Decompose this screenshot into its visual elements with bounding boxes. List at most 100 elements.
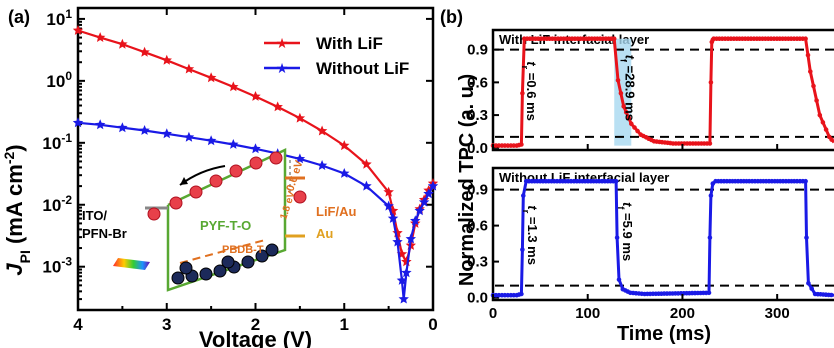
tpc-point-with-lif (786, 36, 791, 42)
tpc-point-with-lif (550, 36, 555, 42)
panel-a-ytick-label: 10-3 (42, 255, 72, 277)
tpc-point-without-lif (749, 178, 755, 184)
tpc-point-without-lif (616, 277, 622, 282)
fall-time-label-with-lif: tf =28.9 ms (619, 55, 638, 121)
tpc-point-with-lif (654, 139, 660, 144)
panel-b-xtick-label: 0 (489, 305, 497, 322)
panel-a-ylabel: JPI (mA cm-2) (1, 144, 33, 275)
tpc-point-with-lif (780, 36, 785, 42)
tpc-point-without-lif (642, 291, 647, 297)
tpc-point-without-lif (661, 291, 667, 296)
tpc-point-without-lif (707, 235, 713, 240)
tpc-point-with-lif (682, 141, 687, 146)
tpc-point-without-lif (650, 291, 656, 297)
tpc-point-without-lif (701, 290, 706, 296)
tpc-point-with-lif (567, 36, 572, 42)
inset-label-pbdb-t: PBDB-T (222, 244, 264, 256)
panel-a-ytick-label: 100 (46, 69, 72, 91)
tpc-point-with-lif (533, 36, 538, 42)
tpc-point-with-lif (527, 36, 533, 42)
tpc-point-with-lif (603, 36, 609, 42)
data-point-with-lif (183, 63, 195, 74)
tpc-point-without-lif (540, 178, 546, 184)
tpc-point-without-lif (505, 292, 511, 298)
tpc-point-with-lif (522, 36, 527, 42)
tpc-point-with-lif (717, 36, 722, 42)
tpc-point-without-lif (585, 178, 591, 184)
tpc-point-without-lif (588, 178, 594, 184)
tpc-point-without-lif (647, 291, 653, 297)
tpc-point-without-lif (493, 292, 499, 298)
carrier-dots (147, 151, 307, 285)
tpc-point-without-lif (741, 178, 747, 184)
inset-label-lif-au: LiF/Au (316, 204, 356, 219)
electron-arrow-head (180, 177, 188, 185)
tpc-point-with-lif (499, 143, 505, 148)
tpc-point-with-lif (665, 140, 670, 146)
panel-b-frame-with-lif (491, 28, 834, 152)
data-point-without-lif (294, 153, 306, 164)
tpc-point-with-lif (722, 36, 728, 42)
tpc-point-without-lif (502, 292, 508, 298)
tpc-point-without-lif (724, 178, 730, 184)
legend-marker-without-lif: ★ (276, 60, 289, 76)
tpc-point-without-lif (608, 178, 613, 184)
hole-dot (221, 255, 235, 269)
electron-dot (293, 190, 307, 204)
data-point-without-lif (405, 233, 416, 244)
tpc-point-without-lif (520, 247, 525, 252)
data-point-without-lif (423, 188, 434, 199)
tpc-point-without-lif (602, 178, 608, 184)
data-point-without-lif (228, 139, 239, 149)
tpc-point-with-lif (629, 121, 634, 127)
tpc-point-with-lif (743, 36, 748, 42)
tpc-point-without-lif (803, 178, 808, 184)
tpc-point-without-lif (519, 291, 524, 297)
tpc-point-without-lif (687, 290, 692, 296)
panel-b-ytick-label-without-lif: 0.6 (467, 218, 488, 235)
light-icon (113, 258, 150, 270)
tpc-point-without-lif (716, 178, 721, 184)
tpc-point-with-lif (536, 36, 541, 42)
tpc-point-with-lif (814, 98, 819, 103)
data-point-without-lif (205, 135, 217, 146)
panel-b-xtick-label: 200 (670, 305, 695, 322)
tpc-point-without-lif (521, 193, 526, 198)
tpc-point-with-lif (699, 141, 704, 146)
tpc-point-without-lif (792, 178, 797, 184)
tpc-point-with-lif (561, 36, 566, 42)
tpc-point-without-lif (772, 178, 778, 184)
inset-label-pyf-t-o: PYF-T-O (200, 218, 251, 233)
tpc-point-with-lif (745, 36, 751, 42)
tpc-point-with-lif (606, 36, 611, 42)
tpc-point-with-lif (595, 36, 600, 42)
data-point-without-lif (414, 205, 425, 216)
data-point-with-lif (161, 54, 172, 65)
tpc-point-with-lif (774, 36, 780, 42)
energy-level-inset: ITO/ PFN-Br PYF-T-O PBDB-T LiF/Au Au 0.6… (82, 148, 356, 292)
data-point-with-lif (339, 140, 350, 151)
panel-b: (b) Normalized TPC (a. u.) Time (ms) Wit… (440, 7, 834, 345)
tpc-point-without-lif (554, 178, 560, 184)
tpc-point-without-lif (667, 291, 673, 296)
tpc-point-with-lif (788, 36, 794, 42)
tpc-point-without-lif (552, 178, 557, 184)
tpc-point-without-lif (653, 291, 659, 297)
tpc-point-with-lif (623, 109, 629, 115)
tpc-point-without-lif (708, 193, 714, 198)
data-point-without-lif (316, 160, 328, 170)
tpc-point-with-lif (626, 115, 632, 121)
tpc-point-with-lif (662, 140, 668, 145)
tpc-point-without-lif (656, 291, 661, 297)
panel-a-legend: ★ With LiF ★ Without LiF (264, 34, 409, 78)
tpc-point-with-lif (711, 36, 717, 42)
tpc-point-with-lif (731, 36, 737, 42)
tpc-point-with-lif (707, 141, 713, 146)
tpc-point-without-lif (633, 291, 639, 296)
panel-b-ytick-label-without-lif: 0.0 (467, 290, 488, 307)
tpc-point-without-lif (752, 178, 758, 184)
tpc-point-without-lif (681, 291, 687, 296)
tpc-point-without-lif (499, 292, 505, 298)
tpc-point-without-lif (571, 178, 577, 184)
tpc-point-with-lif (728, 36, 734, 42)
